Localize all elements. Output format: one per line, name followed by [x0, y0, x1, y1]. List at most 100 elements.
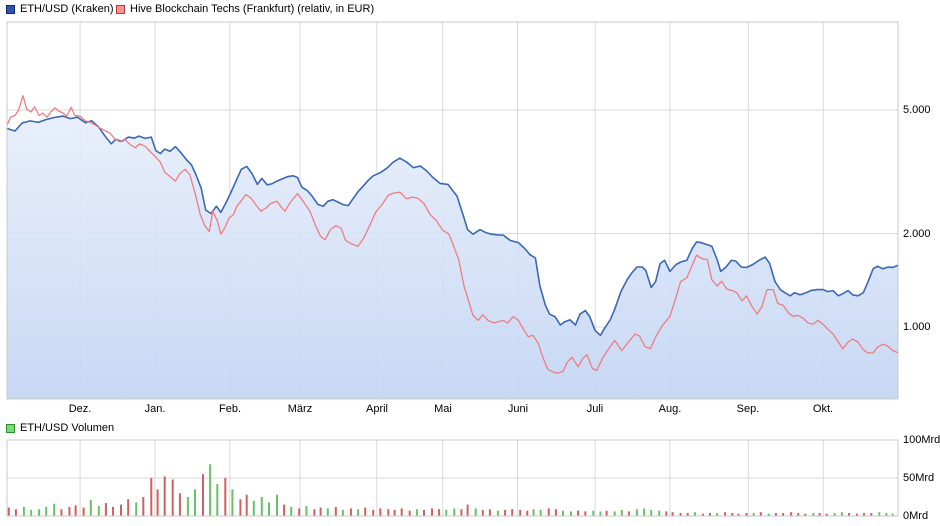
month-label: Dez.	[68, 403, 92, 415]
volume-bar	[671, 512, 674, 516]
volume-bar	[22, 506, 25, 516]
volume-y-tick-label: 50Mrd	[903, 472, 935, 484]
price-y-tick-label: 1.000	[903, 321, 931, 333]
volume-bar	[818, 513, 821, 516]
volume-bar	[202, 474, 204, 516]
month-label: Feb.	[218, 403, 242, 415]
hive-legend-label: Hive Blockchain Techs (Frankfurt) (relat…	[130, 3, 375, 15]
volume-bar	[635, 509, 638, 516]
volume-bar	[532, 509, 535, 516]
volume-bar	[605, 510, 608, 516]
volume-bar	[341, 509, 344, 516]
volume-bar	[112, 506, 114, 516]
month-label: Juli	[586, 403, 604, 415]
month-label: Aug.	[658, 403, 682, 415]
volume-bar	[474, 508, 477, 516]
volume-bar	[665, 511, 668, 516]
volume-bar	[891, 513, 894, 516]
volume-bar	[519, 509, 522, 516]
volume-y-tick-label: 0Mrd	[903, 510, 929, 522]
volume-bar	[393, 509, 396, 516]
volume-bar	[379, 508, 382, 516]
volume-plot-frame	[6, 439, 899, 517]
volume-bar	[14, 509, 17, 516]
volume-bar	[627, 511, 630, 516]
volume-bar	[415, 509, 418, 516]
eth-area-fill	[7, 116, 898, 399]
legend-item-hive: Hive Blockchain Techs (Frankfurt) (relat…	[116, 3, 374, 15]
volume-bar	[372, 509, 375, 516]
volume-bar	[290, 506, 293, 516]
volume-bar	[804, 513, 807, 516]
hive-legend-swatch	[116, 4, 125, 14]
month-label: Okt.	[812, 403, 834, 415]
month-label: Mai	[434, 403, 452, 415]
volume-bar	[526, 510, 529, 516]
volume-bar	[679, 513, 682, 516]
volume-bar	[120, 504, 122, 516]
volume-bar	[833, 513, 836, 516]
volume-bar	[870, 513, 873, 516]
volume-bar	[319, 507, 322, 516]
volume-bar	[825, 513, 828, 516]
volume-bar	[856, 513, 858, 516]
volume-bar	[423, 509, 425, 516]
volume-bar	[74, 505, 77, 516]
volume-bar	[496, 510, 499, 516]
month-label: Sep.	[736, 403, 760, 415]
volume-bar	[283, 504, 286, 516]
volume-bar	[693, 512, 696, 516]
volume-bar	[554, 509, 557, 516]
volume-bar	[245, 494, 248, 516]
volume-bar	[620, 509, 623, 516]
volume-bar	[797, 513, 800, 516]
volume-bar	[488, 509, 491, 516]
volume-bar	[731, 513, 734, 516]
volume-bar	[752, 513, 755, 516]
volume-bar	[431, 508, 433, 516]
volume-bar	[150, 478, 153, 516]
volume-bar	[142, 497, 145, 516]
volume-bar	[686, 513, 689, 516]
volume-bar	[745, 513, 748, 516]
volume-bar	[848, 513, 850, 516]
volume-bar	[349, 508, 352, 516]
volume-bar	[724, 512, 727, 516]
volume-bar	[782, 513, 785, 516]
volume-legend-label: ETH/USD Volumen	[20, 422, 115, 434]
volume-bar	[53, 503, 56, 516]
volume-bar	[38, 509, 41, 516]
volume-bar	[276, 494, 278, 516]
volume-bar	[171, 479, 174, 516]
eth-legend-swatch	[6, 4, 15, 14]
volume-bar	[658, 510, 661, 516]
volume-bar	[643, 508, 646, 516]
volume-bar	[613, 511, 616, 516]
volume-bar	[511, 509, 514, 516]
month-label: März	[287, 403, 313, 415]
legend-item-volume: ETH/USD Volumen	[6, 422, 114, 434]
volume-bar	[759, 512, 762, 516]
volume-bar	[252, 500, 255, 516]
volume-bar	[178, 493, 181, 516]
volume-bar	[298, 508, 301, 516]
volume-bar	[562, 510, 564, 516]
volume-bar	[716, 513, 719, 516]
volume-bar	[387, 509, 390, 516]
volume-bar	[445, 509, 448, 516]
volume-bar	[592, 510, 595, 516]
volume-bar	[156, 489, 159, 516]
volume-bar	[599, 511, 602, 516]
volume-bar	[68, 506, 71, 516]
volume-bar	[570, 511, 572, 516]
volume-bar	[209, 464, 212, 516]
volume-bar	[577, 510, 580, 516]
volume-bar	[709, 513, 711, 516]
volume-bar	[460, 509, 463, 516]
volume-bar	[163, 476, 166, 516]
volume-bar	[453, 508, 456, 516]
volume-bar	[812, 513, 815, 516]
volume-bar	[408, 510, 411, 516]
